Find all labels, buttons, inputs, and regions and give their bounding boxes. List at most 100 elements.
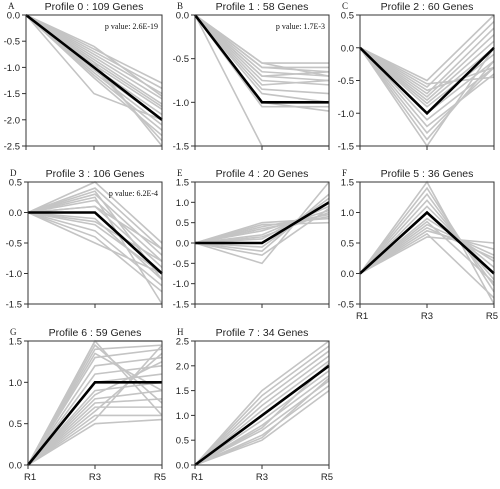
gene-line (359, 47, 495, 105)
gene-line (194, 14, 330, 77)
x-tick-label: R1 (191, 472, 203, 483)
gene-line (359, 47, 495, 141)
gene-line (194, 193, 330, 252)
profile-line (25, 13, 163, 121)
y-tick-label: 0.5 (341, 239, 354, 250)
gene-line (194, 211, 330, 244)
y-tick-label: 1.0 (176, 411, 189, 422)
profile-line (359, 210, 495, 275)
gene-line (27, 406, 162, 466)
profile-line (28, 211, 163, 275)
gene-line (194, 14, 330, 104)
profile-line (195, 201, 330, 245)
profile-line (194, 364, 330, 467)
y-tick-label: -1.0 (6, 269, 22, 280)
gene-line (27, 190, 163, 281)
gene-line (194, 14, 330, 95)
panel-title: Profile 1 : 58 Genes (216, 1, 309, 13)
x-tick-label: R5 (321, 472, 333, 483)
y-tick-label: -1.5 (6, 300, 22, 311)
gene-line (27, 398, 163, 466)
panel-1: B Profile 1 : 58 Genes 0.0 -0.5 -1.0 -1.5 p va… (173, 1, 330, 153)
p-value-annotation: p value: 1.7E-3 (276, 22, 325, 31)
y-tick-label: -1.5 (4, 89, 20, 100)
y-tick-label: 1.0 (341, 208, 354, 219)
gene-line (359, 217, 495, 275)
panel-4: E Profile 4 : 20 Genes 1.5 1.0 0.5 0.0 -0.5 -1.… (173, 168, 330, 311)
gene-line (359, 220, 495, 284)
y-tick-label: -2.0 (4, 115, 20, 126)
y-tick-label: 1.5 (341, 178, 354, 189)
y-tick-label: 0.0 (176, 461, 189, 472)
y-tick-label: -1.5 (173, 142, 189, 153)
panel-title: Profile 4 : 20 Genes (216, 168, 309, 180)
gene-line (359, 47, 495, 85)
y-tick-label: -0.5 (4, 37, 20, 48)
gene-line (27, 211, 163, 262)
gene-line (194, 181, 330, 265)
gene-line (27, 196, 163, 305)
profile-line (26, 381, 162, 466)
gene-line (359, 14, 495, 82)
panel-letter: F (342, 168, 347, 178)
y-tick-label: -1.5 (338, 142, 354, 153)
panel-title: Profile 0 : 109 Genes (45, 1, 144, 13)
panel-letter: B (177, 1, 183, 11)
gene-line (194, 14, 330, 77)
panel-letter: C (342, 1, 348, 11)
panel-3: D Profile 3 : 106 Genes 0.5 0.0 -0.5 -1.0 -1.5… (6, 168, 163, 311)
gene-line (27, 211, 163, 275)
y-tick-label: 1.5 (9, 337, 22, 348)
y-tick-label: 1.0 (9, 378, 22, 389)
y-tick-label: -0.5 (338, 76, 354, 87)
y-tick-label: 0.0 (176, 11, 189, 22)
gene-line (359, 47, 495, 121)
gene-line (194, 355, 330, 466)
y-tick-label: 0.5 (341, 11, 354, 22)
y-tick-label: -0.5 (173, 259, 189, 270)
gene-line (194, 362, 330, 466)
panel-title: Profile 2 : 60 Genes (381, 1, 474, 13)
y-tick-label: 1.5 (176, 386, 189, 397)
gene-line (27, 356, 163, 466)
y-tick-label: 1.5 (176, 178, 189, 189)
panel-0: A Profile 0 : 109 Genes 0.0 -0.5 -1.0 -1.5 -2.… (4, 1, 163, 153)
y-tick-label: -1.5 (173, 300, 189, 311)
panel-letter: A (8, 1, 15, 11)
gene-line (359, 229, 495, 275)
gene-line (359, 223, 495, 275)
y-tick-label: 1.0 (176, 198, 189, 209)
panel-7: H Profile 7 : 34 Genes2.52.01.51.00.50.0R… (176, 327, 333, 483)
gene-line (359, 34, 495, 98)
gene-line (194, 14, 329, 69)
gene-line (359, 20, 495, 89)
gene-line (194, 345, 330, 466)
gene-line (359, 47, 495, 108)
y-tick-label: 0.0 (9, 461, 22, 472)
gene-line (27, 211, 163, 275)
y-tick-label: 2.5 (176, 337, 189, 348)
y-tick-label: -1.0 (173, 98, 189, 109)
gene-line (27, 414, 162, 466)
x-tick-label: R5 (154, 472, 166, 483)
panel-letter: G (10, 327, 17, 337)
gene-line (359, 192, 495, 287)
y-tick-label: 0.5 (9, 419, 22, 430)
profile-line (359, 46, 495, 116)
x-tick-label: R1 (356, 311, 368, 322)
y-tick-label: -0.5 (173, 54, 189, 65)
x-tick-label: R3 (89, 472, 101, 483)
gene-line (194, 14, 330, 77)
y-tick-label: 0.0 (341, 269, 354, 280)
gene-line (359, 205, 495, 275)
y-tick-label: 0.0 (9, 208, 22, 219)
gene-line (27, 199, 163, 262)
gene-line (194, 360, 330, 466)
gene-line (359, 40, 495, 102)
gene-line (194, 14, 330, 86)
panel-letter: H (177, 327, 184, 337)
gene-line (359, 236, 495, 275)
x-tick-label: R3 (421, 311, 433, 322)
gene-line (359, 186, 495, 293)
